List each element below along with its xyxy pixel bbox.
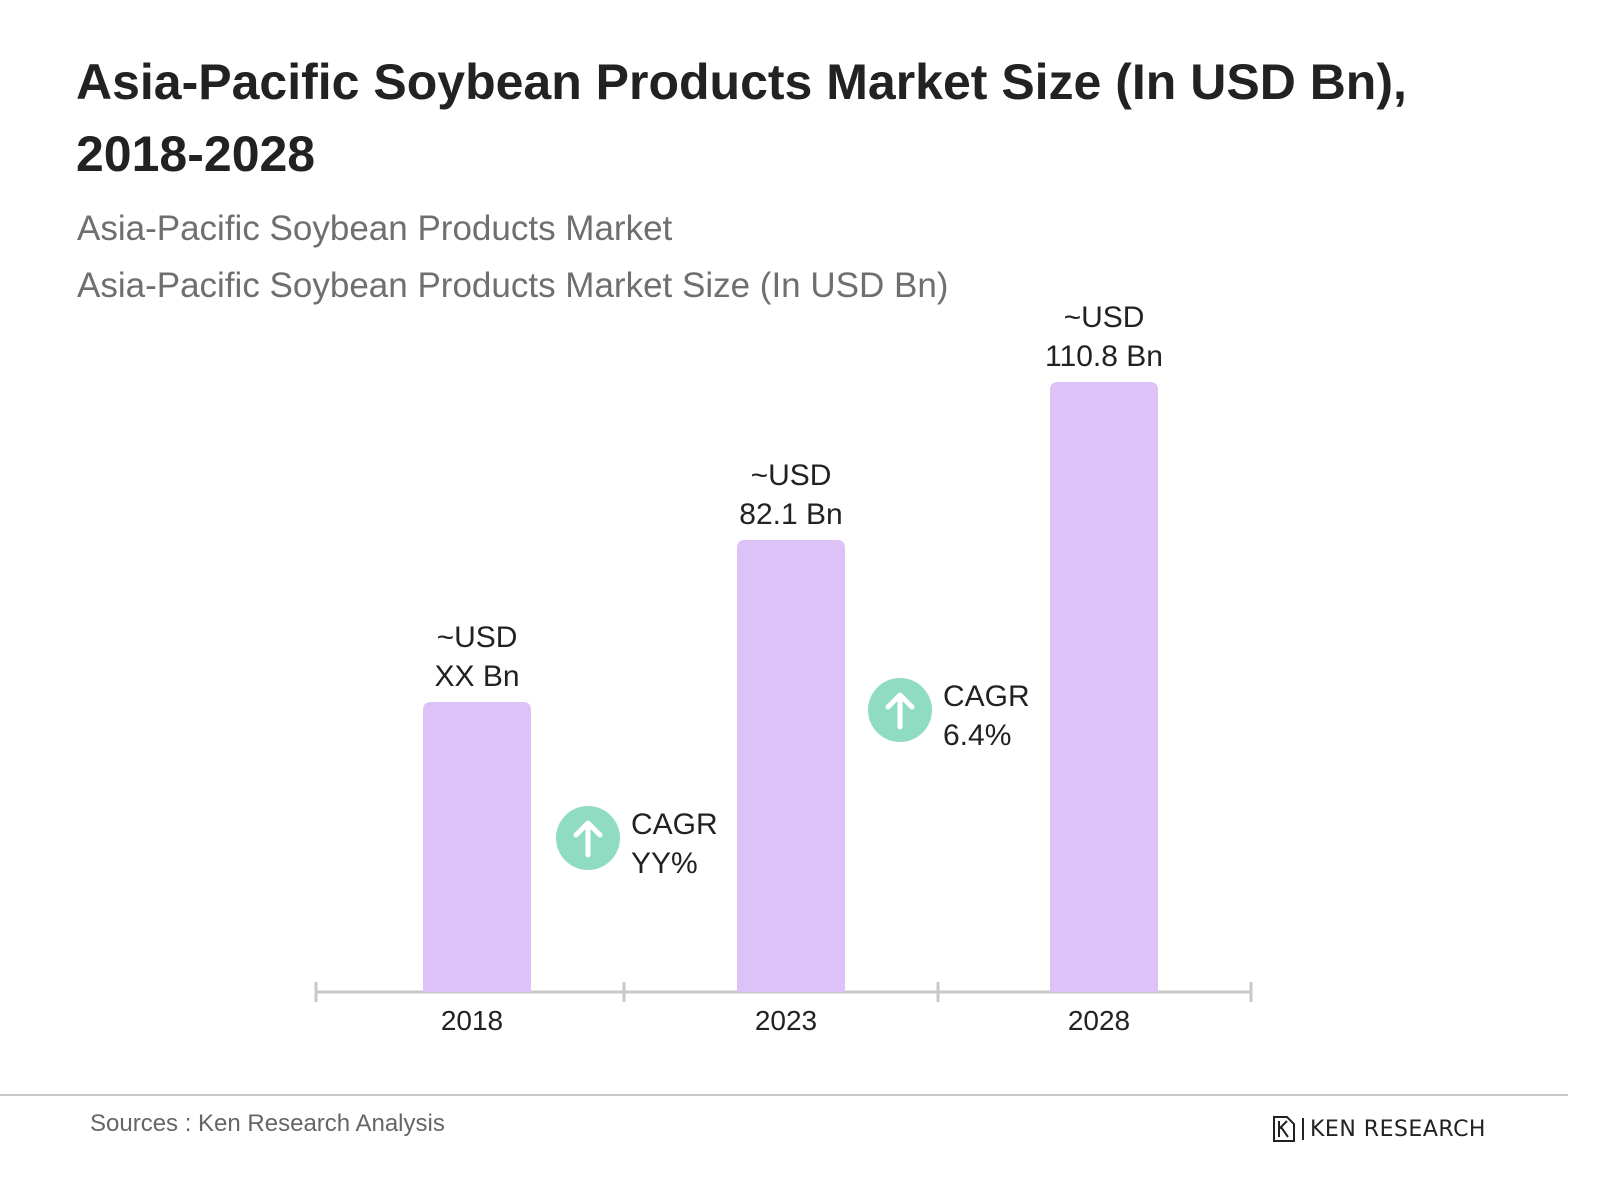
data-label-prefix: ~USD <box>1064 301 1145 334</box>
up-arrow-icon <box>885 692 915 730</box>
x-tick-label: 2018 <box>441 1005 503 1036</box>
cagr-value: 6.4% <box>943 719 1011 752</box>
chart-subtitle-secondary: Asia-Pacific Soybean Products Market Siz… <box>77 266 949 305</box>
chart-subtitle: Asia-Pacific Soybean Products Market <box>77 209 673 248</box>
logo-text: KEN RESEARCH <box>1310 1116 1486 1142</box>
ken-research-logo: KEN RESEARCH <box>1272 1114 1486 1144</box>
data-label-value: 82.1 Bn <box>739 498 842 531</box>
data-label-prefix: ~USD <box>437 621 518 654</box>
ken-research-k-icon <box>1273 1116 1295 1142</box>
bar-2028 <box>1050 382 1158 992</box>
data-label-value: 110.8 Bn <box>1045 340 1163 373</box>
logo-divider <box>1302 1118 1304 1140</box>
x-tick-label: 2023 <box>755 1005 817 1036</box>
cagr-value: YY% <box>631 847 698 880</box>
cagr-label: CAGR <box>631 808 718 841</box>
bar-2023 <box>737 540 845 992</box>
source-note: Sources : Ken Research Analysis <box>90 1110 445 1137</box>
cagr-label: CAGR <box>943 680 1030 713</box>
data-label-prefix: ~USD <box>751 459 832 492</box>
bar-2018 <box>423 702 531 992</box>
data-label-value: XX Bn <box>434 660 519 693</box>
footer-divider <box>0 1094 1568 1096</box>
bar-chart: 2018 ~USD XX Bn 2023 ~USD 82.1 Bn 2028 ~USD 110.… <box>314 301 1253 1036</box>
x-tick-label: 2028 <box>1068 1005 1130 1036</box>
up-arrow-icon <box>573 820 603 858</box>
page-title: Asia-Pacific Soybean Products Market Siz… <box>76 54 1407 182</box>
